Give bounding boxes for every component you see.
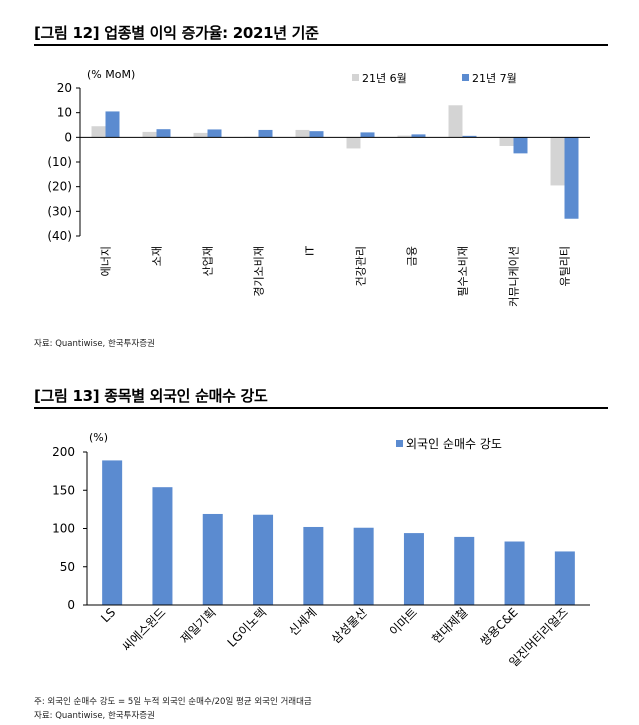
x-category-label: 삼성물산 bbox=[329, 605, 370, 646]
bar bbox=[550, 137, 565, 186]
legend-swatch bbox=[396, 440, 403, 447]
legend-swatch bbox=[462, 74, 469, 81]
bar bbox=[105, 111, 120, 138]
y-tick-label: 200 bbox=[52, 445, 75, 459]
legend-label: 21년 7월 bbox=[472, 72, 517, 85]
bar bbox=[462, 135, 477, 138]
x-category-label: IT bbox=[304, 246, 317, 256]
x-category-label: 유틸리티 bbox=[559, 246, 572, 286]
y-tick-label: 100 bbox=[52, 522, 75, 536]
y-axis-unit-label: (%) bbox=[89, 431, 108, 444]
y-tick-label: 150 bbox=[52, 483, 75, 497]
x-category-label: LG이노텍 bbox=[225, 605, 270, 650]
y-tick-label: 50 bbox=[60, 560, 75, 574]
legend-label: 외국인 순매수 강도 bbox=[406, 437, 502, 451]
x-category-label: 소재 bbox=[151, 246, 164, 266]
x-category-label: 커뮤니케이션 bbox=[508, 246, 521, 307]
bar bbox=[397, 135, 412, 138]
figure-12-source: 자료: Quantiwise, 한국투자증권 bbox=[34, 339, 155, 349]
figure-13-source: 자료: Quantiwise, 한국투자증권 bbox=[34, 711, 155, 721]
x-category-label: 건강관리 bbox=[355, 246, 368, 286]
bar bbox=[499, 137, 514, 146]
x-category-label: 씨에스윈드 bbox=[120, 605, 169, 654]
bar bbox=[448, 105, 463, 138]
x-category-label: 필수소비재 bbox=[457, 246, 470, 297]
bar bbox=[156, 129, 171, 138]
bar bbox=[504, 541, 525, 605]
figure-13-note: 주: 외국인 순매수 강도 = 5일 누적 외국인 순매수/20일 평균 외국인… bbox=[34, 697, 312, 707]
x-category-label: 쌍용C&E bbox=[477, 605, 520, 648]
y-axis-unit-label: (% MoM) bbox=[87, 68, 135, 81]
x-category-label: 금융 bbox=[406, 246, 419, 266]
legend-swatch bbox=[352, 74, 359, 81]
x-category-label: 이마트 bbox=[387, 605, 420, 638]
y-tick-label: 10 bbox=[57, 106, 72, 120]
bar bbox=[253, 514, 274, 605]
bar bbox=[346, 137, 361, 149]
bar bbox=[102, 460, 123, 605]
x-category-label: 에너지 bbox=[100, 246, 113, 276]
y-tick-label: (20) bbox=[47, 180, 72, 194]
y-tick-label: (30) bbox=[47, 204, 72, 218]
foreign-net-buying-chart: 200 150 100 50 0 (%) LS 씨에스윈드 제일기획 LG이노텍 신세계 삼성물산 이마… bbox=[52, 431, 590, 670]
legend-label: 21년 6월 bbox=[362, 72, 407, 85]
bar bbox=[152, 487, 173, 605]
bar bbox=[295, 129, 310, 138]
x-category-label: 현대제철 bbox=[429, 605, 470, 646]
bar bbox=[193, 132, 208, 138]
x-category-label: 제일기획 bbox=[178, 605, 219, 646]
bar bbox=[554, 551, 575, 605]
bar bbox=[202, 513, 223, 605]
bar bbox=[258, 129, 273, 138]
figure-13-title-rule bbox=[34, 407, 608, 409]
bar bbox=[303, 526, 324, 605]
bar bbox=[360, 132, 375, 138]
y-tick-label: 20 bbox=[57, 81, 72, 95]
bar bbox=[513, 137, 528, 154]
figure-13-title: [그림 13] 종목별 외국인 순매수 강도 bbox=[34, 387, 268, 405]
bar bbox=[353, 527, 374, 605]
bar bbox=[564, 137, 579, 219]
x-category-label: 산업재 bbox=[202, 246, 215, 276]
bar bbox=[411, 134, 426, 138]
x-category-label: LS bbox=[98, 605, 118, 625]
bar bbox=[454, 536, 475, 605]
figure-12-title-rule bbox=[34, 44, 608, 46]
sector-profit-growth-chart: 20 10 0 (10) (20) (30) (40) (% MoM) 에너지 소재 산업재 경기소비… bbox=[47, 68, 590, 307]
y-tick-label: 0 bbox=[64, 130, 72, 144]
bar bbox=[309, 131, 324, 138]
bar bbox=[91, 126, 106, 138]
x-category-label: 경기소비재 bbox=[253, 246, 266, 297]
x-category-label: 신세계 bbox=[286, 605, 319, 638]
figure-12-title: [그림 12] 업종별 이익 증가율: 2021년 기준 bbox=[34, 24, 319, 42]
y-tick-label: 0 bbox=[67, 598, 75, 612]
bar bbox=[207, 129, 222, 138]
y-tick-label: (10) bbox=[47, 155, 72, 169]
bar bbox=[142, 131, 157, 138]
y-tick-label: (40) bbox=[47, 229, 72, 243]
bar bbox=[403, 533, 424, 605]
